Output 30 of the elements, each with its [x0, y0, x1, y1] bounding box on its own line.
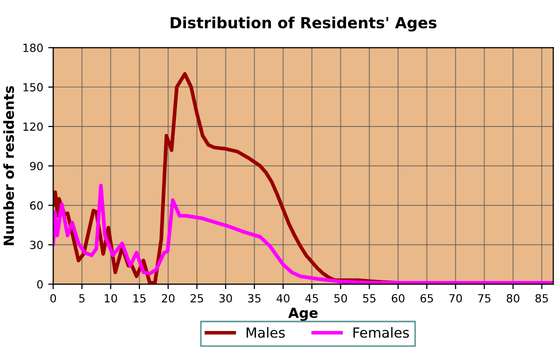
x-tick-label: 30: [219, 294, 232, 302]
x-tick-label: 40: [276, 294, 290, 302]
x-tick-label: 15: [134, 294, 146, 302]
legend-label: Males: [246, 327, 285, 338]
y-tick-label: 60: [30, 201, 43, 210]
x-tick-label: 65: [420, 294, 433, 302]
y-tick-label: 150: [23, 83, 43, 92]
legend-label: Females: [353, 327, 409, 338]
x-tick-label: 0: [50, 294, 56, 302]
x-tick-label: 20: [162, 294, 174, 302]
chart-title: Distribution of Residents' Ages: [170, 16, 436, 32]
y-tick-label: 180: [23, 44, 43, 52]
x-tick-label: 25: [190, 294, 203, 302]
x-tick-label: 50: [334, 294, 347, 302]
y-tick-label: 120: [23, 122, 43, 131]
x-tick-label: 35: [248, 294, 260, 302]
y-axis-title: Number of residents: [3, 86, 14, 246]
y-tick-label: 30: [30, 240, 43, 250]
x-tick-label: 60: [392, 294, 404, 302]
x-tick-label: 5: [79, 294, 85, 302]
x-tick-label: 45: [305, 294, 318, 302]
x-tick-label: 75: [478, 294, 490, 302]
x-tick-label: 80: [506, 294, 520, 302]
x-tick-label: 70: [449, 294, 462, 302]
y-tick-label: 0: [37, 280, 43, 289]
x-axis-title: Age: [288, 308, 318, 321]
x-tick-label: 55: [363, 294, 376, 302]
y-tick-label: 90: [30, 162, 43, 170]
x-tick-label: 85: [535, 294, 548, 302]
x-tick-label: 10: [104, 294, 118, 302]
